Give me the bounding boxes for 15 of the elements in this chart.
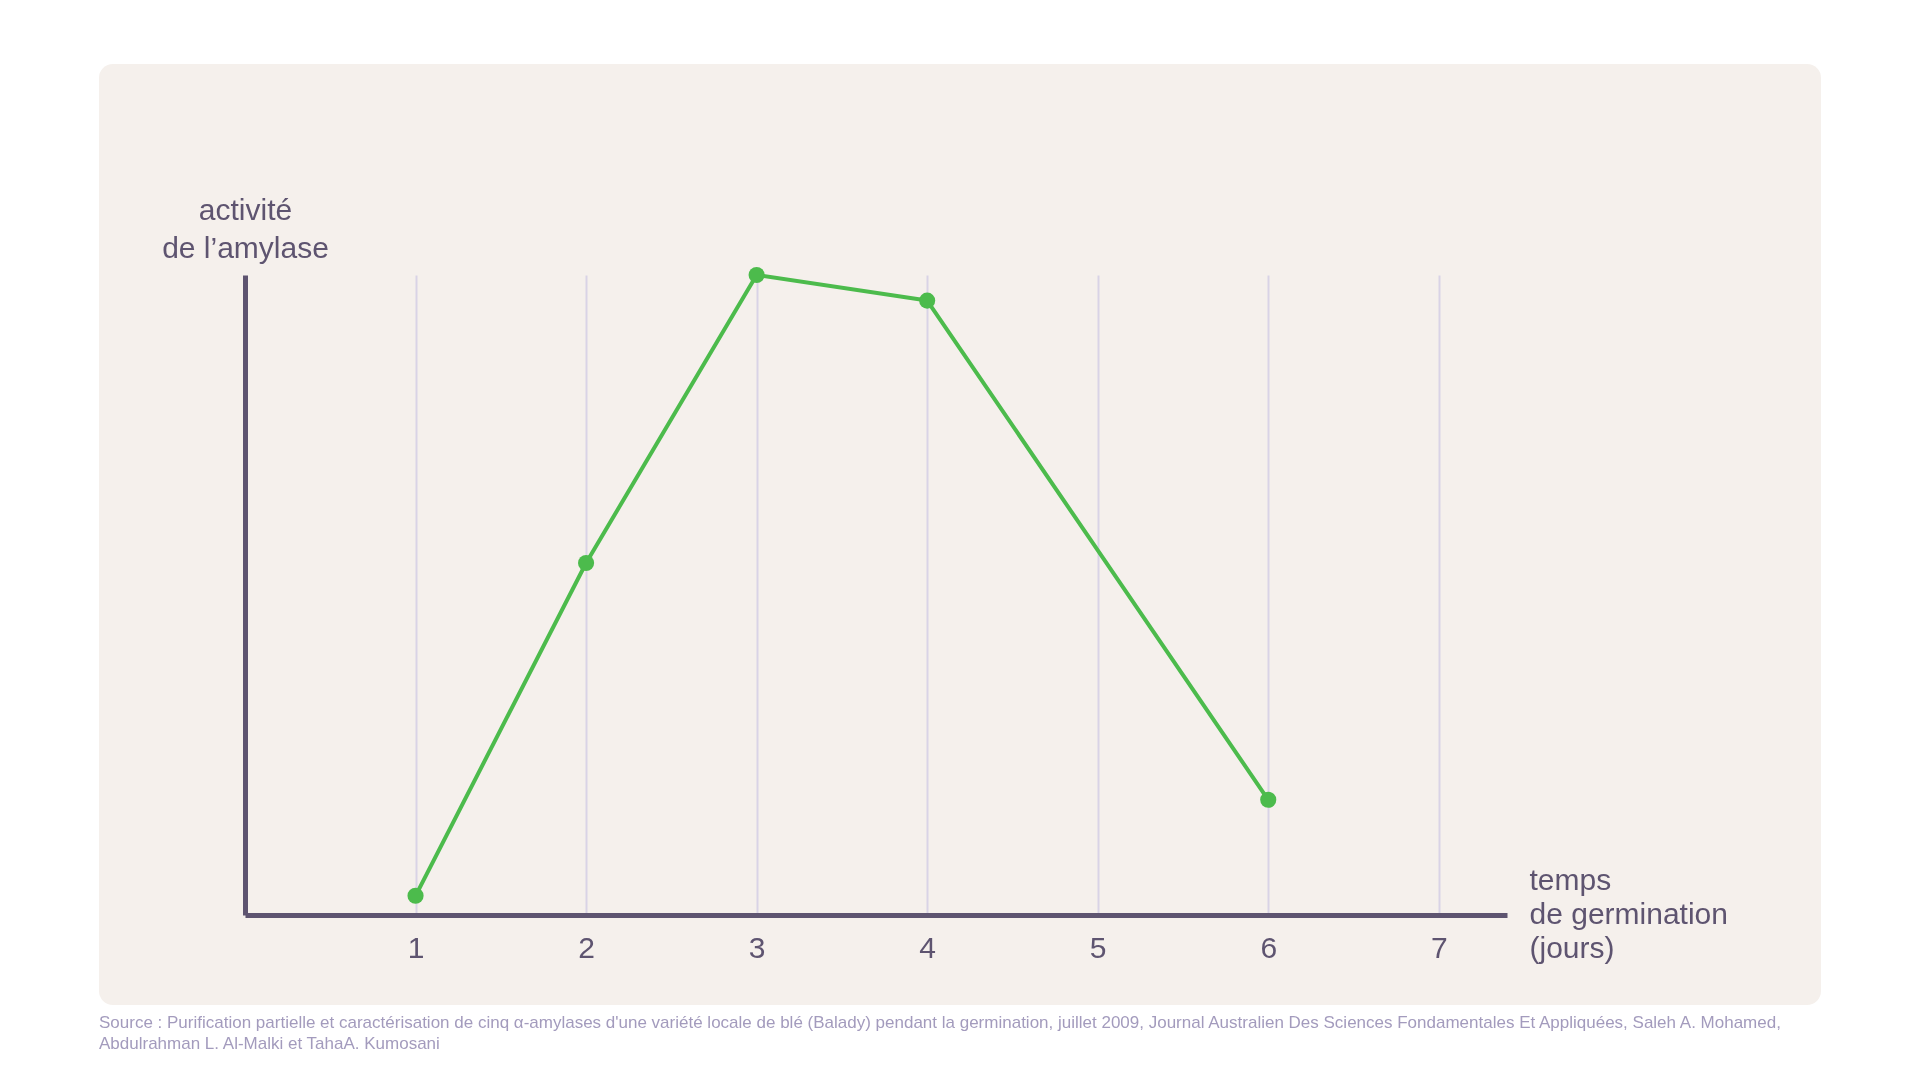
point <box>407 887 424 904</box>
y-axis-title: activité de l’amylase <box>162 192 329 264</box>
x-tick-label: 4 <box>919 930 937 964</box>
x-tick-label: 7 <box>1430 930 1448 964</box>
x-tick-label: 5 <box>1089 930 1107 964</box>
point <box>748 266 765 284</box>
x-tick-label: 2 <box>578 930 595 964</box>
point <box>578 554 595 572</box>
source-note: Source : Purification partielle et caractérisation de cinq α-amylases d'une variété locale de blé (Balady) pendant la germination, juillet 2009, Journal Australien Des Sciences Fondamentales Et Appliquées, Saleh A. Mohamed, Abdulrahman L. Al-Malki et TahaA. Kumosani <box>99 1012 1782 1054</box>
x-tick-label: 1 <box>407 930 425 964</box>
point <box>919 292 936 309</box>
point <box>1260 791 1277 808</box>
x-tick-label: 6 <box>1260 930 1278 964</box>
x-tick-label: 3 <box>748 930 766 964</box>
x-axis-title: temps de germination (jours) <box>1529 862 1728 964</box>
